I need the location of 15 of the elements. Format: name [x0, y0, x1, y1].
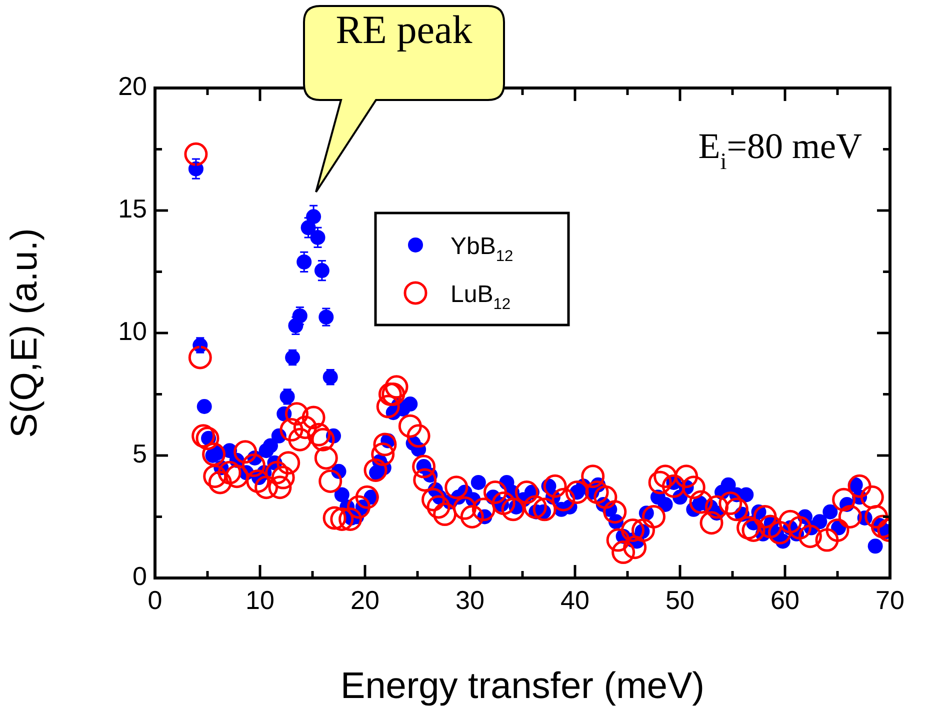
x-tick-label: 10 [246, 584, 274, 615]
y-tick-label: 20 [118, 71, 147, 102]
y-axis-title: S(Q,E) (a.u.) [3, 228, 44, 438]
y-tick-label: 10 [118, 316, 147, 346]
y-tick-label: 15 [118, 194, 147, 224]
x-axis-title: Energy transfer (meV) [340, 665, 704, 706]
x-tick-label: 70 [876, 584, 904, 615]
x-tick-label: 20 [350, 584, 380, 615]
y-tick-label: 5 [132, 438, 147, 469]
x-tick-label: 60 [770, 584, 800, 615]
x-tick-label: 30 [456, 584, 484, 615]
text: RE peak [334, 6, 474, 54]
y-tick-label: 0 [132, 561, 147, 592]
x-tick-label: 40 [560, 584, 590, 615]
x-tick-label: 50 [666, 584, 694, 615]
